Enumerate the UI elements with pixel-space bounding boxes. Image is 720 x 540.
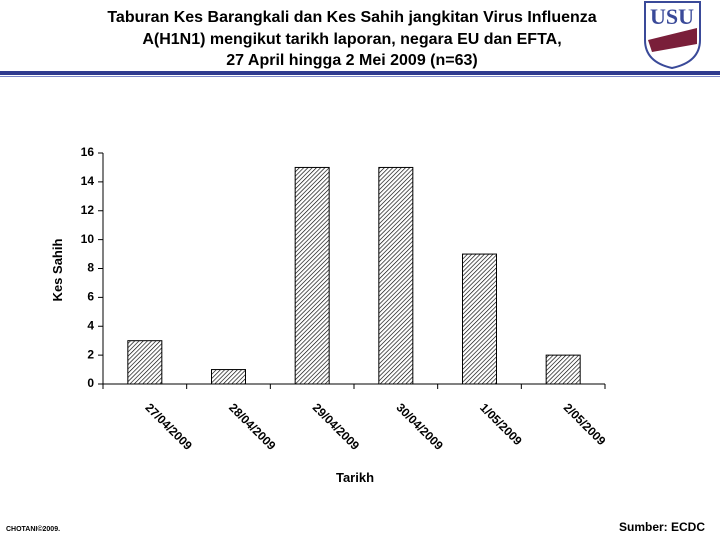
y-tick-label: 14 [81, 174, 95, 188]
y-tick-label: 8 [87, 261, 94, 275]
bar [127, 340, 163, 385]
y-tick-label: 10 [81, 232, 95, 246]
footer-left: CHOTANI©2009. [6, 525, 60, 533]
title-line: A(H1N1) mengikut tarikh laporan, negara … [142, 31, 561, 48]
header-rule [0, 71, 720, 75]
y-tick-label: 12 [81, 203, 95, 217]
bar [462, 253, 497, 385]
x-axis-label: Tarikh [336, 470, 374, 485]
x-tick-label: 27/04/2009 [142, 400, 195, 453]
y-tick-label: 6 [87, 290, 94, 304]
bar [211, 369, 246, 385]
title-line: Taburan Kes Barangkali dan Kes Sahih jan… [107, 9, 596, 26]
x-tick-label: 1/05/2009 [477, 400, 525, 448]
title-line: 27 April hingga 2 Mei 2009 (n=63) [226, 52, 478, 69]
y-tick-label: 0 [87, 376, 94, 390]
logo: USU [644, 1, 701, 70]
bar [545, 354, 581, 385]
bar [378, 166, 414, 385]
x-tick-label: 29/04/2009 [310, 400, 363, 453]
y-tick-label: 4 [87, 318, 94, 332]
y-axis-label: Kes Sahih [50, 239, 65, 302]
x-tick-label: 2/05/2009 [561, 400, 609, 448]
x-tick-label: 30/04/2009 [393, 400, 446, 453]
y-tick-label: 16 [81, 145, 95, 159]
logo-band [648, 28, 697, 52]
footer-right: Sumber: ECDC [619, 520, 705, 534]
header-rule [0, 76, 720, 77]
logo-text: USU [650, 4, 694, 29]
bar [294, 166, 330, 385]
y-tick-label: 2 [87, 347, 94, 361]
x-tick-label: 28/04/2009 [226, 400, 279, 453]
